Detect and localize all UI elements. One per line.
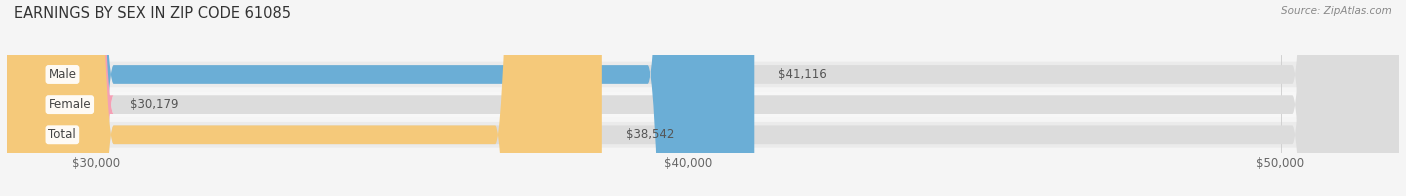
Text: Male: Male <box>48 68 76 81</box>
Text: $38,542: $38,542 <box>626 128 673 141</box>
FancyBboxPatch shape <box>0 0 114 196</box>
FancyBboxPatch shape <box>7 92 1399 117</box>
FancyBboxPatch shape <box>7 0 754 196</box>
FancyBboxPatch shape <box>7 0 1399 196</box>
FancyBboxPatch shape <box>7 0 602 196</box>
FancyBboxPatch shape <box>7 0 1399 196</box>
Text: $30,179: $30,179 <box>131 98 179 111</box>
Text: EARNINGS BY SEX IN ZIP CODE 61085: EARNINGS BY SEX IN ZIP CODE 61085 <box>14 6 291 21</box>
Text: $41,116: $41,116 <box>778 68 827 81</box>
Text: Female: Female <box>48 98 91 111</box>
Text: Total: Total <box>48 128 76 141</box>
FancyBboxPatch shape <box>7 62 1399 87</box>
FancyBboxPatch shape <box>7 0 1399 196</box>
Text: Source: ZipAtlas.com: Source: ZipAtlas.com <box>1281 6 1392 16</box>
FancyBboxPatch shape <box>7 122 1399 148</box>
